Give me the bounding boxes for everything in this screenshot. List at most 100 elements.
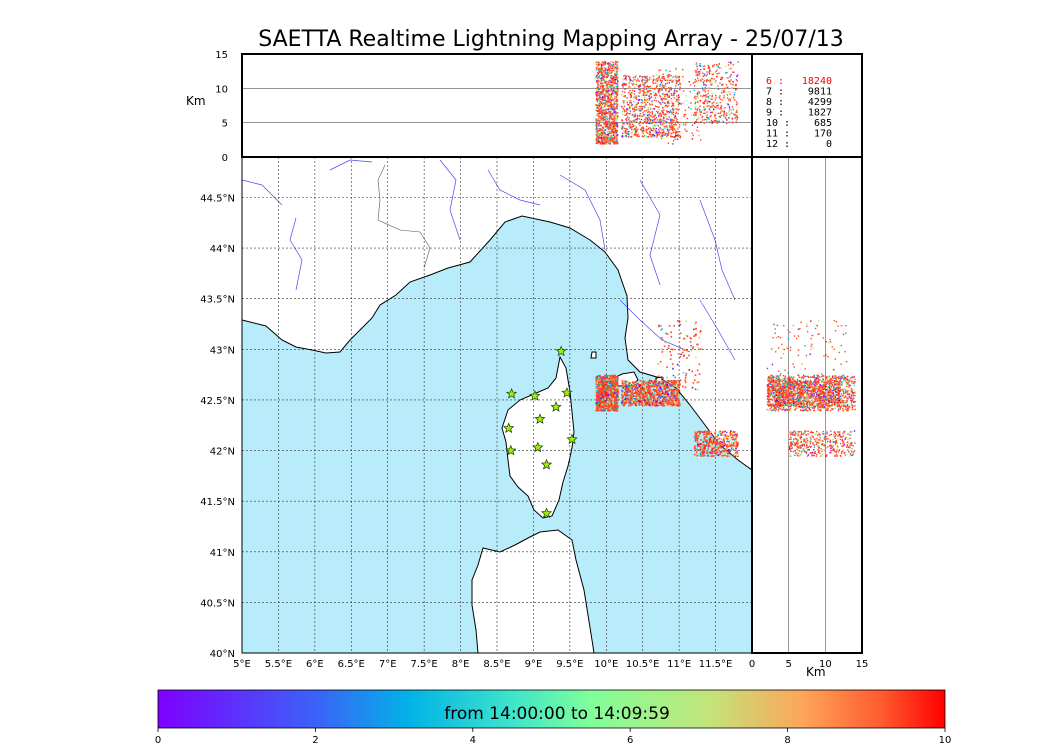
altitude-point bbox=[596, 109, 598, 112]
lightning-point bbox=[699, 330, 702, 332]
altitude-point bbox=[605, 120, 607, 122]
altitude-point bbox=[614, 73, 616, 75]
lightning-point bbox=[632, 402, 635, 405]
lightning-point bbox=[625, 394, 628, 397]
altitude-point bbox=[678, 126, 681, 128]
altitude-point bbox=[599, 108, 602, 110]
lightning-point bbox=[657, 392, 660, 394]
lightning-point bbox=[598, 405, 601, 407]
altitude-point bbox=[612, 76, 614, 79]
altitude-point bbox=[675, 112, 677, 115]
lightning-point bbox=[694, 448, 696, 450]
lightning-point bbox=[677, 393, 680, 395]
lightning-point bbox=[642, 381, 645, 384]
lightning-point bbox=[613, 399, 616, 402]
altitude-point bbox=[610, 135, 612, 137]
altitude-point bbox=[664, 94, 667, 96]
lightning-point bbox=[645, 404, 648, 406]
altitude-point bbox=[601, 96, 604, 98]
lightning-point bbox=[665, 404, 667, 407]
lightning-point bbox=[630, 394, 633, 397]
altitude-point bbox=[636, 130, 638, 132]
lightning-point bbox=[676, 388, 678, 390]
altitude-point bbox=[604, 72, 607, 74]
altitude-point bbox=[646, 117, 649, 119]
lightning-point bbox=[633, 385, 636, 388]
altitude-point bbox=[678, 78, 680, 80]
altitude-point bbox=[612, 79, 614, 82]
altitude-point bbox=[597, 79, 599, 82]
lightning-point bbox=[600, 406, 603, 409]
lightning-point bbox=[626, 398, 628, 400]
altitude-point bbox=[699, 105, 701, 107]
altitude-point bbox=[600, 97, 602, 99]
station-markers bbox=[503, 345, 578, 519]
lightning-point bbox=[735, 435, 737, 438]
altitude-point bbox=[598, 88, 601, 91]
lightning-point bbox=[602, 388, 605, 391]
lightning-point bbox=[660, 381, 663, 384]
lightning-point bbox=[644, 386, 647, 388]
lightning-point bbox=[616, 376, 619, 378]
altitude-point bbox=[674, 79, 676, 81]
altitude-point bbox=[614, 107, 616, 109]
altitude-point bbox=[601, 115, 604, 118]
altitude-point bbox=[616, 134, 618, 136]
lightning-point bbox=[733, 434, 736, 436]
altitude-point bbox=[668, 92, 670, 94]
altitude-point bbox=[641, 94, 643, 97]
lightning-point bbox=[673, 391, 676, 393]
altitude-point bbox=[655, 127, 657, 130]
lightning-point bbox=[729, 439, 731, 441]
altitude-point bbox=[625, 83, 628, 85]
altitude-point bbox=[640, 110, 642, 112]
lightning-point bbox=[672, 396, 675, 399]
lightning-point bbox=[662, 394, 665, 397]
lightning-point bbox=[607, 408, 610, 410]
lightning-point bbox=[733, 444, 735, 447]
altitude-point bbox=[668, 122, 671, 124]
altitude-point bbox=[661, 122, 664, 124]
altitude-point bbox=[602, 85, 604, 87]
altitude-point bbox=[645, 109, 648, 112]
altitude-point bbox=[600, 63, 603, 66]
lightning-point bbox=[728, 455, 731, 457]
altitude-point bbox=[636, 109, 638, 111]
altitude-point bbox=[625, 134, 627, 137]
altitude-point bbox=[633, 116, 635, 118]
altitude-point bbox=[663, 102, 666, 104]
lightning-point bbox=[595, 392, 597, 395]
lightning-point bbox=[595, 391, 598, 394]
lightning-point bbox=[613, 406, 615, 409]
lightning-point bbox=[641, 379, 644, 382]
altitude-point bbox=[632, 114, 634, 117]
lightning-point bbox=[613, 379, 615, 381]
lightning-point bbox=[611, 394, 613, 396]
altitude-point bbox=[595, 130, 597, 133]
lightning-point bbox=[701, 434, 703, 437]
altitude-point bbox=[652, 121, 654, 123]
lightning-point bbox=[677, 394, 680, 396]
lightning-point bbox=[670, 399, 673, 402]
lightning-point bbox=[605, 383, 607, 386]
altitude-point bbox=[663, 133, 665, 136]
altitude-point bbox=[653, 94, 656, 96]
altitude-point bbox=[599, 83, 602, 85]
altitude-point bbox=[662, 112, 665, 115]
altitude-point bbox=[621, 128, 623, 130]
lightning-point bbox=[677, 391, 679, 393]
altitude-point bbox=[707, 95, 709, 98]
lightning-point bbox=[665, 398, 668, 401]
altitude-point bbox=[609, 135, 611, 138]
altitude-point bbox=[671, 108, 673, 111]
altitude-point bbox=[596, 119, 598, 121]
lat-tick-label: 42°N bbox=[210, 447, 235, 458]
lightning-point bbox=[699, 453, 702, 455]
altitude-point bbox=[608, 121, 611, 124]
altitude-point bbox=[621, 132, 624, 135]
altitude-point bbox=[646, 92, 648, 94]
lightning-point bbox=[657, 389, 660, 391]
altitude-point bbox=[613, 138, 616, 140]
altitude-point bbox=[612, 99, 614, 101]
altitude-point bbox=[610, 80, 612, 82]
